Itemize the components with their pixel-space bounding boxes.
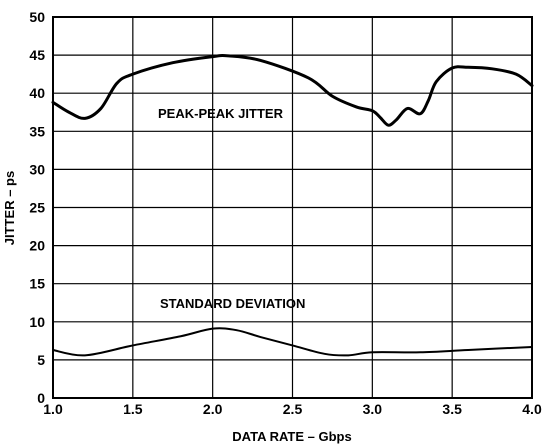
y-tick-label: 40 [29, 85, 45, 101]
series-layer [51, 54, 534, 357]
x-axis-title: DATA RATE – Gbps [232, 429, 351, 444]
y-tick-label: 45 [29, 47, 45, 63]
y-tick-label: 25 [29, 200, 45, 216]
x-tick-label: 2.5 [283, 401, 303, 417]
y-tick-label: 30 [29, 161, 45, 177]
x-tick-label: 3.5 [442, 401, 462, 417]
y-tick-label: 35 [29, 123, 45, 139]
x-tick-label: 2.0 [203, 401, 223, 417]
y-tick-label: 20 [29, 238, 45, 254]
x-tick-label: 1.0 [43, 401, 63, 417]
grid [52, 16, 533, 399]
tick-labels: 1.0 1.5 2.0 2.5 3.0 3.5 4.0 0 5 10 15 20 25 30 35 40 45 5… [29, 9, 542, 417]
y-tick-label: 10 [29, 314, 45, 330]
x-tick-label: 4.0 [522, 401, 542, 417]
annotation-standard-deviation: STANDARD DEVIATION [160, 296, 305, 311]
annotation-peak-peak-jitter: PEAK-PEAK JITTER [158, 106, 284, 121]
standard-deviation-line [52, 327, 533, 357]
x-tick-label: 3.0 [363, 401, 383, 417]
y-tick-label: 0 [37, 390, 45, 406]
x-tick-label: 1.5 [123, 401, 143, 417]
y-tick-label: 5 [37, 352, 45, 368]
y-axis-title: JITTER – ps [2, 171, 17, 245]
y-tick-label: 50 [29, 9, 45, 25]
plot-border [52, 16, 533, 399]
plot-frame [52, 16, 533, 399]
y-tick-label: 15 [29, 276, 45, 292]
peak-peak-jitter-line [51, 54, 534, 127]
